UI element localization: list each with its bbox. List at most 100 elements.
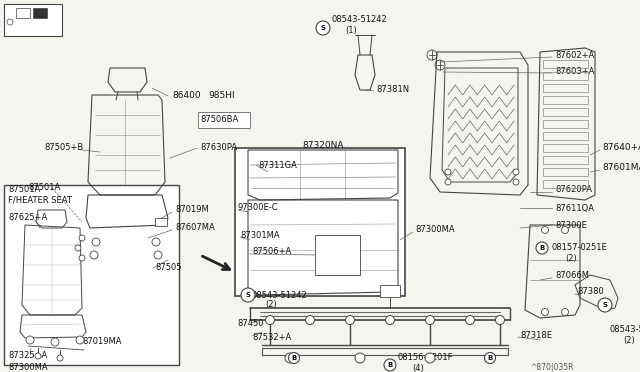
Circle shape — [346, 315, 355, 324]
Text: 87601MA: 87601MA — [602, 164, 640, 173]
Text: 87607MA: 87607MA — [175, 224, 215, 232]
Circle shape — [75, 245, 81, 251]
Circle shape — [152, 238, 160, 246]
Circle shape — [536, 242, 548, 254]
Text: 87301MA: 87301MA — [240, 231, 280, 240]
Text: 08543-51242: 08543-51242 — [332, 16, 388, 25]
Text: 87380: 87380 — [577, 288, 604, 296]
Text: 08156-8201F: 08156-8201F — [397, 353, 452, 362]
Text: 87603+A: 87603+A — [555, 67, 595, 77]
Text: 87505: 87505 — [155, 263, 182, 273]
Circle shape — [445, 179, 451, 185]
Text: 87501A: 87501A — [28, 183, 60, 192]
Circle shape — [79, 235, 85, 241]
Text: S: S — [602, 302, 607, 308]
Text: 87066M: 87066M — [555, 270, 589, 279]
Text: 87640+A: 87640+A — [602, 144, 640, 153]
Circle shape — [561, 227, 568, 234]
Text: 87019MA: 87019MA — [82, 337, 122, 346]
Text: 87625+A: 87625+A — [8, 214, 47, 222]
Circle shape — [445, 169, 451, 175]
Circle shape — [241, 288, 255, 302]
Text: 985HI: 985HI — [208, 92, 235, 100]
Text: 87602+A: 87602+A — [555, 51, 595, 60]
Text: B: B — [540, 245, 545, 251]
Circle shape — [289, 353, 300, 363]
Circle shape — [426, 315, 435, 324]
Text: 87505+B: 87505+B — [44, 144, 83, 153]
Text: (2): (2) — [265, 301, 276, 310]
Text: 08157-0251E: 08157-0251E — [552, 244, 608, 253]
Circle shape — [385, 315, 394, 324]
Text: 87506+A: 87506+A — [252, 247, 291, 257]
Circle shape — [285, 353, 295, 363]
Circle shape — [513, 179, 519, 185]
Circle shape — [425, 353, 435, 363]
Text: 87630PA: 87630PA — [200, 144, 237, 153]
Text: 87501A: 87501A — [8, 186, 40, 195]
Text: B: B — [387, 362, 392, 368]
Text: 97300E-C: 97300E-C — [238, 203, 278, 212]
Text: 87450: 87450 — [237, 318, 264, 327]
Bar — [380, 285, 400, 297]
Text: 87318E: 87318E — [520, 330, 552, 340]
Text: B: B — [488, 355, 493, 361]
Text: ^870|035R: ^870|035R — [530, 363, 573, 372]
Circle shape — [51, 338, 59, 346]
Circle shape — [484, 353, 495, 363]
Circle shape — [154, 251, 162, 259]
Text: 08543-51242: 08543-51242 — [610, 326, 640, 334]
Circle shape — [384, 359, 396, 371]
Circle shape — [7, 19, 13, 25]
Circle shape — [26, 336, 34, 344]
Text: 87611QA: 87611QA — [555, 203, 594, 212]
Circle shape — [79, 255, 85, 261]
Bar — [33, 8, 47, 18]
Circle shape — [316, 21, 330, 35]
Circle shape — [305, 315, 314, 324]
Circle shape — [266, 315, 275, 324]
Text: 87532+A: 87532+A — [252, 334, 291, 343]
Text: F/HEATER SEAT: F/HEATER SEAT — [8, 196, 72, 205]
Text: 87325+A: 87325+A — [8, 350, 47, 359]
Text: 87320NA: 87320NA — [302, 141, 344, 150]
Circle shape — [35, 353, 41, 359]
Text: (2): (2) — [565, 253, 577, 263]
Circle shape — [76, 336, 84, 344]
Text: 87300E: 87300E — [555, 221, 587, 230]
Circle shape — [92, 238, 100, 246]
Circle shape — [513, 169, 519, 175]
Text: 86400: 86400 — [172, 92, 200, 100]
Circle shape — [57, 355, 63, 361]
Circle shape — [495, 315, 504, 324]
Text: 87300MA: 87300MA — [415, 225, 454, 234]
Bar — [16, 8, 30, 18]
Bar — [315, 235, 360, 275]
Text: 87311GA: 87311GA — [258, 160, 297, 170]
Bar — [198, 112, 250, 128]
Text: S: S — [246, 292, 250, 298]
Text: (4): (4) — [412, 363, 424, 372]
Circle shape — [90, 251, 98, 259]
Text: B: B — [291, 355, 296, 361]
Bar — [4, 4, 62, 36]
Circle shape — [541, 308, 548, 315]
Text: 08543-51242: 08543-51242 — [252, 291, 308, 299]
Bar — [235, 148, 405, 296]
Bar — [155, 218, 167, 226]
Text: 87381N: 87381N — [376, 86, 409, 94]
Text: 87506BA: 87506BA — [200, 115, 238, 125]
Circle shape — [355, 353, 365, 363]
Text: (1): (1) — [345, 26, 356, 35]
Circle shape — [465, 315, 474, 324]
Text: S: S — [321, 25, 326, 31]
Text: 87620PA: 87620PA — [555, 186, 592, 195]
Text: 87300MA: 87300MA — [8, 363, 47, 372]
Circle shape — [541, 227, 548, 234]
Text: 87019M: 87019M — [175, 205, 209, 215]
Circle shape — [598, 298, 612, 312]
Text: (2): (2) — [623, 336, 635, 344]
Bar — [4, 185, 179, 365]
Circle shape — [561, 308, 568, 315]
Circle shape — [485, 353, 495, 363]
